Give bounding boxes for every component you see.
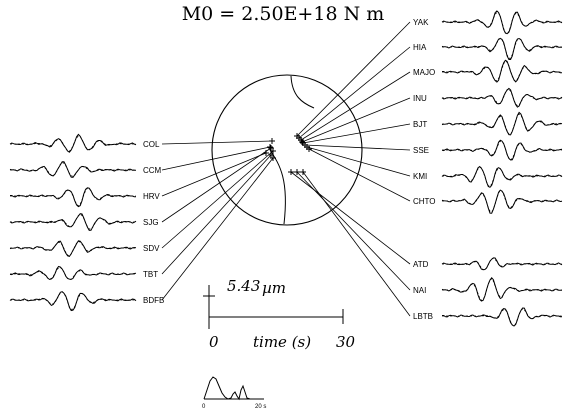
observed-trace-sjg <box>9 213 137 231</box>
scale-bar: 5.43 µm 0 time (s) 30 <box>203 277 356 351</box>
observed-trace-col <box>9 133 137 153</box>
amplitude-scale-unit: µm <box>262 279 286 297</box>
focal-sphere <box>211 74 363 226</box>
station-label-hrv: HRV <box>143 192 160 201</box>
station-marks <box>263 133 312 175</box>
plus-mark-nai <box>294 169 300 175</box>
observed-trace-nai <box>441 277 562 302</box>
ray-majo <box>300 71 411 141</box>
ray-yak <box>296 21 411 137</box>
amplitude-scale-value: 5.43 <box>227 277 260 295</box>
ray-tbt <box>161 154 272 275</box>
source-time-function: 0 20 s <box>202 376 266 410</box>
observed-trace-sse <box>441 139 563 161</box>
station-label-majo: MAJO <box>413 68 435 77</box>
observed-trace-lbtb <box>442 307 562 327</box>
observed-trace-majo <box>442 59 562 83</box>
station-label-atd: ATD <box>413 260 429 269</box>
plus-mark-lbtb <box>300 169 306 175</box>
ray-bjt <box>302 123 411 144</box>
ray-ccm <box>161 146 271 171</box>
stf-end-label: 20 s <box>255 404 266 410</box>
figure-title: M0 = 2.50E+18 N m <box>182 3 385 25</box>
time-scale-end: 30 <box>336 333 356 351</box>
time-scale-start: 0 <box>209 333 219 351</box>
time-axis-label: time (s) <box>253 333 311 351</box>
ray-sdv <box>161 150 274 249</box>
station-label-ccm: CCM <box>143 166 162 175</box>
ray-sjg <box>161 147 272 223</box>
ray-hia <box>298 46 411 139</box>
plus-mark-sdv <box>270 148 276 154</box>
ray-sse <box>304 144 411 151</box>
station-label-kmi: KMI <box>413 172 427 181</box>
station-label-yak: YAK <box>413 18 429 27</box>
observed-trace-kmi <box>441 165 563 188</box>
observed-trace-sdv <box>9 240 137 257</box>
station-label-sjg: SJG <box>143 218 159 227</box>
plus-mark-atd <box>288 169 294 175</box>
station-label-nai: NAI <box>413 286 426 295</box>
ray-col <box>161 140 273 145</box>
plus-mark-hrv <box>263 150 269 156</box>
observed-trace-yak <box>441 10 563 35</box>
plus-mark-ccm <box>267 144 273 150</box>
station-label-chto: CHTO <box>413 197 436 206</box>
synthetic-trace-lbtb <box>442 308 562 327</box>
nodal-line-lower <box>269 149 286 225</box>
observed-trace-bjt <box>441 111 563 136</box>
plus-mark-bdfb <box>270 155 276 161</box>
waveform-traces <box>9 10 563 327</box>
ray-chto <box>308 148 411 202</box>
synthetic-trace-hia <box>442 37 562 59</box>
observed-trace-hrv <box>10 187 136 208</box>
ray-lbtb <box>302 171 411 317</box>
station-label-hia: HIA <box>413 43 427 52</box>
synthetic-trace-col <box>10 135 136 152</box>
ray-inu <box>301 97 411 143</box>
ray-bdfb <box>161 157 274 301</box>
observed-trace-atd <box>441 257 563 271</box>
station-rays <box>161 21 411 317</box>
ray-atd <box>290 171 411 265</box>
synthetic-trace-tbt <box>10 267 136 281</box>
observed-trace-chto <box>441 189 563 214</box>
station-label-col: COL <box>143 140 160 149</box>
synthetic-trace-majo <box>442 60 562 82</box>
station-label-lbtb: LBTB <box>413 312 433 321</box>
focal-sphere-outline <box>211 74 363 226</box>
ray-nai <box>296 171 411 291</box>
nodal-line-upper <box>290 75 315 109</box>
synthetic-trace-hrv <box>10 187 136 207</box>
observed-trace-tbt <box>9 265 137 281</box>
station-label-sse: SSE <box>413 146 429 155</box>
station-label-bdfb: BDFB <box>143 296 164 305</box>
station-label-sdv: SDV <box>143 244 160 253</box>
ray-kmi <box>306 146 411 177</box>
ray-hrv <box>161 152 267 197</box>
plus-mark-inu <box>299 139 305 145</box>
observed-trace-hia <box>441 37 562 60</box>
observed-trace-inu <box>441 87 563 108</box>
plus-mark-chto <box>306 146 312 152</box>
observed-trace-bdfb <box>9 291 137 312</box>
stf-start-label: 0 <box>202 404 206 410</box>
station-label-inu: INU <box>413 94 427 103</box>
station-label-bjt: BJT <box>413 120 427 129</box>
observed-trace-ccm <box>9 161 136 178</box>
plus-mark-col <box>269 138 275 144</box>
station-labels: COL CCM HRV SJG SDV TBT BDFB YAK HIA MAJO INU BJT SS… <box>143 18 436 321</box>
station-label-tbt: TBT <box>143 270 158 279</box>
stf-curve <box>203 376 251 401</box>
